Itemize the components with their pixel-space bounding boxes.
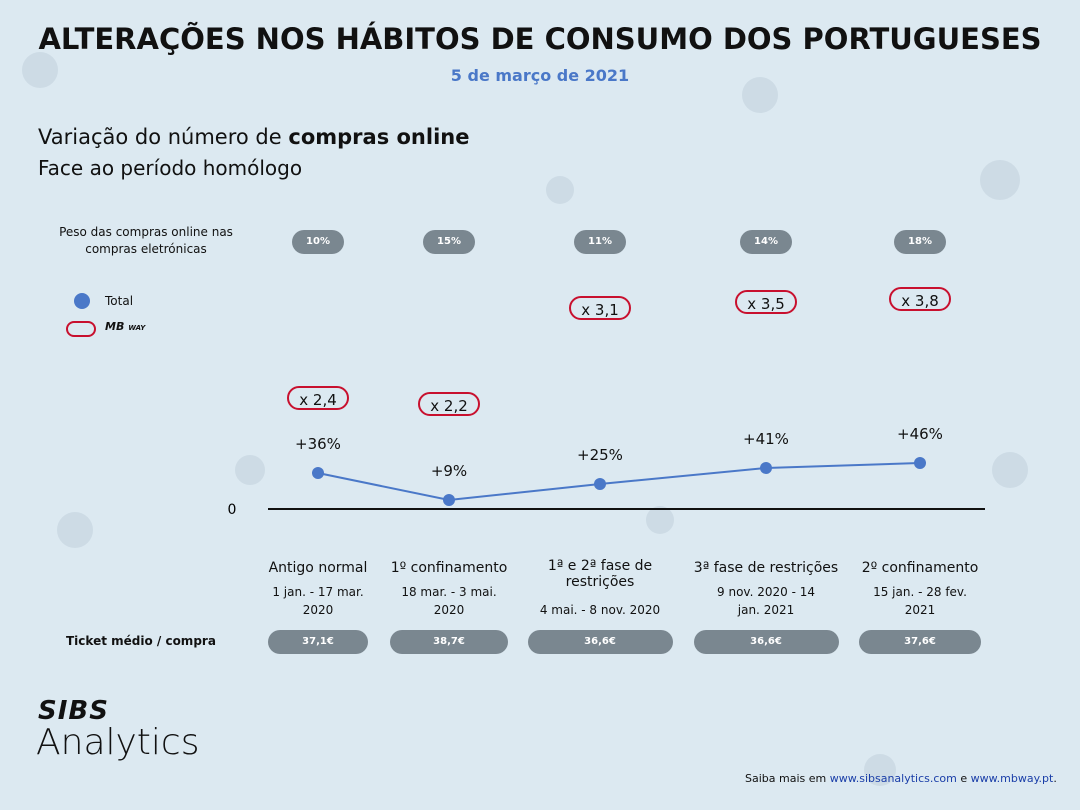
logo-top: SIBS xyxy=(38,696,109,726)
heading-bold: compras online xyxy=(288,125,470,149)
footer: Saiba mais em www.sibsanalytics.com e ww… xyxy=(745,772,1057,785)
value-label: +41% xyxy=(743,430,789,448)
title: ALTERAÇÕES NOS HÁBITOS DE CONSUMO DOS PO… xyxy=(38,22,1042,56)
mbway-multiplier: x 2,4 xyxy=(287,386,349,410)
share-label: Peso das compras online nas compras elet… xyxy=(59,225,233,256)
share-pill: 15% xyxy=(423,230,475,254)
legend-dot xyxy=(74,293,90,309)
point xyxy=(914,457,926,469)
footer-and: e xyxy=(960,772,968,785)
y-tick-label: 0 xyxy=(228,502,237,518)
subheading: Face ao período homólogo xyxy=(38,156,303,180)
ticket-pill: 36,6€ xyxy=(527,630,673,654)
mbway-multiplier: x 3,8 xyxy=(889,287,951,311)
heading-normal: Variação do número de xyxy=(38,125,282,149)
legend-mb: MB xyxy=(105,320,125,333)
point xyxy=(443,494,455,506)
share-pill: 11% xyxy=(574,230,626,254)
link[interactable]: www.mbway.pt xyxy=(970,772,1054,785)
period-label: 9 nov. 2020 - 14 jan. 2021 xyxy=(717,585,815,617)
point xyxy=(594,478,606,490)
background-icons xyxy=(22,52,1028,786)
ticket-pill: 37,1€ xyxy=(268,630,368,654)
period-label: 18 mar. - 3 mai. 2020 xyxy=(401,585,497,617)
period-label: 15 jan. - 28 fev. 2021 xyxy=(873,585,967,617)
share-pill: 18% xyxy=(894,230,946,254)
category-label: Antigo normal xyxy=(268,560,368,576)
value-label: +9% xyxy=(430,462,468,480)
value-label: +25% xyxy=(577,446,623,464)
date: 5 de março de 2021 xyxy=(450,66,630,85)
value-label: +46% xyxy=(897,425,943,443)
legend-mbway-symbol xyxy=(66,321,96,337)
category-label: 1º confinamento xyxy=(390,560,508,576)
ticket-label: Ticket médio / compra xyxy=(66,634,216,648)
point xyxy=(760,462,772,474)
category-label: 2º confinamento xyxy=(861,560,979,576)
category-label: 1ª e 2ª fase de restrições xyxy=(547,558,653,590)
heading: Variação do número de compras online xyxy=(38,125,469,149)
mbway-multiplier: x 3,1 xyxy=(569,296,631,320)
mbway-multiplier: x 2,2 xyxy=(418,392,480,416)
footer-text: Saiba mais em xyxy=(745,772,827,785)
link[interactable]: www.sibsanalytics.com xyxy=(829,772,957,785)
ticket-pill: 37,6€ xyxy=(859,630,981,654)
footer-end: . xyxy=(1053,772,1057,785)
ticket-pill: 36,6€ xyxy=(693,630,839,654)
ticket-pill: 38,7€ xyxy=(390,630,508,654)
legend-way: WAY xyxy=(128,324,146,332)
share-pill: 10% xyxy=(292,230,344,254)
period-label: 4 mai. - 8 nov. 2020 xyxy=(539,603,661,617)
legend-mbway: MB WAY xyxy=(105,320,145,333)
point xyxy=(312,467,324,479)
share-pill: 14% xyxy=(740,230,792,254)
value-label: +36% xyxy=(295,435,341,453)
legend-total: Total xyxy=(105,294,134,308)
logo-bottom: Analytics xyxy=(36,722,200,763)
mbway-multiplier: x 3,5 xyxy=(735,290,797,314)
category-label: 3ª fase de restrições xyxy=(693,560,839,576)
period-label: 1 jan. - 17 mar. 2020 xyxy=(272,585,364,617)
